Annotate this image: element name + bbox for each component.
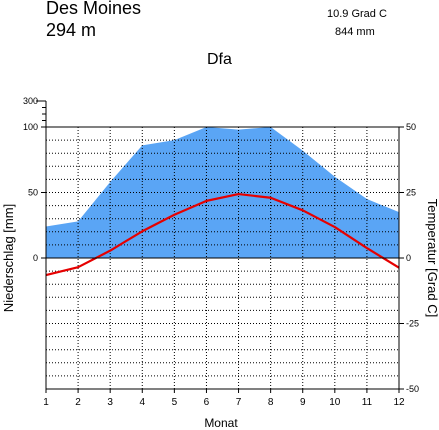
x-tick-label: 5 — [172, 397, 178, 408]
x-tick-label: 4 — [139, 397, 145, 408]
precipitation-area-layer — [46, 127, 399, 258]
left-tick-label: 50 — [28, 188, 38, 198]
right-tick-label: -50 — [406, 384, 419, 394]
x-tick-label: 10 — [329, 397, 341, 408]
right-tick-label: 0 — [406, 253, 411, 263]
precipitation-area — [46, 127, 399, 258]
right-axis-label: Temperatur [Grad C] — [425, 199, 439, 318]
x-tick-label: 12 — [393, 397, 405, 408]
station-elevation: 294 m — [46, 20, 97, 40]
x-tick-label: 2 — [75, 397, 81, 408]
x-tick-label: 6 — [204, 397, 210, 408]
annual-precipitation-total: 844 mm — [335, 26, 375, 38]
x-axis-label: Monat — [204, 416, 238, 430]
x-tick-label: 1 — [43, 397, 49, 408]
x-tick-label: 3 — [107, 397, 113, 408]
left-tick-label: 100 — [23, 122, 38, 132]
left-tick-label: 300 — [23, 96, 38, 106]
x-tick-label: 9 — [300, 397, 306, 408]
left-axis-label: Niederschlag [mm] — [1, 204, 16, 312]
right-tick-label: 25 — [406, 188, 416, 198]
koeppen-climate-class: Dfa — [207, 51, 232, 68]
right-tick-label: 50 — [406, 122, 416, 132]
station-name: Des Moines — [46, 0, 142, 18]
x-tick-label: 7 — [236, 397, 242, 408]
temperature-line — [45, 192, 400, 277]
x-tick-label: 11 — [362, 397, 373, 408]
axis-labels-layer: Monat Niederschlag [mm] Temperatur [Grad… — [1, 199, 439, 430]
left-tick-label: 0 — [33, 253, 38, 263]
annual-mean-temperature: 10.9 Grad C — [327, 8, 387, 20]
right-tick-label: -25 — [406, 319, 419, 329]
x-tick-label: 8 — [268, 397, 274, 408]
temperature-line-layer — [45, 192, 400, 277]
